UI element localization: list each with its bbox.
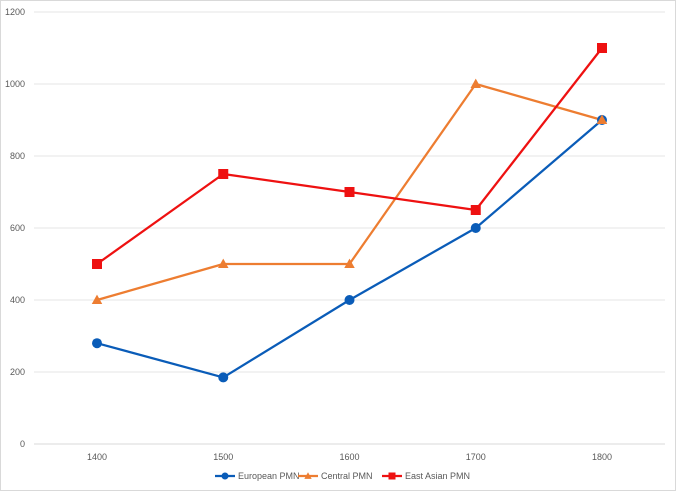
x-tick-label: 1800 bbox=[592, 452, 612, 462]
series-line bbox=[96, 119, 603, 379]
legend-entry: European PMN bbox=[215, 471, 300, 481]
y-axis-tick-labels: 0 200 400 600 800 1000 1200 bbox=[5, 7, 25, 449]
data-point bbox=[344, 187, 355, 197]
y-tick-label: 200 bbox=[10, 367, 25, 377]
x-axis-tick-labels: 1400 1500 1600 1700 1800 bbox=[87, 452, 612, 462]
data-point bbox=[597, 43, 607, 53]
y-tick-label: 1000 bbox=[5, 79, 25, 89]
data-point bbox=[470, 223, 481, 233]
legend: European PMN Central PMN East Asian PMN bbox=[215, 471, 470, 481]
legend-swatch-marker bbox=[221, 472, 229, 480]
data-point bbox=[596, 114, 608, 125]
legend-entry: East Asian PMN bbox=[382, 471, 470, 481]
series-markers bbox=[91, 43, 608, 383]
y-tick-label: 800 bbox=[10, 151, 25, 161]
legend-swatch-marker bbox=[304, 472, 312, 479]
y-tick-label: 600 bbox=[10, 223, 25, 233]
data-point bbox=[91, 294, 103, 305]
legend-label: European PMN bbox=[238, 471, 300, 481]
x-tick-label: 1400 bbox=[87, 452, 107, 462]
data-point bbox=[218, 372, 229, 383]
data-point bbox=[92, 338, 102, 349]
series-lines bbox=[96, 47, 603, 379]
data-point bbox=[218, 169, 229, 179]
y-tick-label: 400 bbox=[10, 295, 25, 305]
legend-swatch-marker bbox=[388, 472, 396, 480]
x-tick-label: 1500 bbox=[213, 452, 233, 462]
legend-label: Central PMN bbox=[321, 471, 373, 481]
data-point bbox=[92, 259, 102, 269]
data-point bbox=[344, 258, 355, 269]
gridlines bbox=[34, 11, 665, 445]
x-tick-label: 1600 bbox=[339, 452, 359, 462]
x-tick-label: 1700 bbox=[466, 452, 486, 462]
y-tick-label: 0 bbox=[20, 439, 25, 449]
legend-entry: Central PMN bbox=[298, 471, 373, 481]
legend-label: East Asian PMN bbox=[405, 471, 470, 481]
data-point bbox=[470, 78, 481, 89]
data-point bbox=[470, 205, 481, 215]
y-tick-label: 1200 bbox=[5, 7, 25, 17]
data-point bbox=[218, 258, 229, 269]
data-point bbox=[344, 295, 355, 305]
